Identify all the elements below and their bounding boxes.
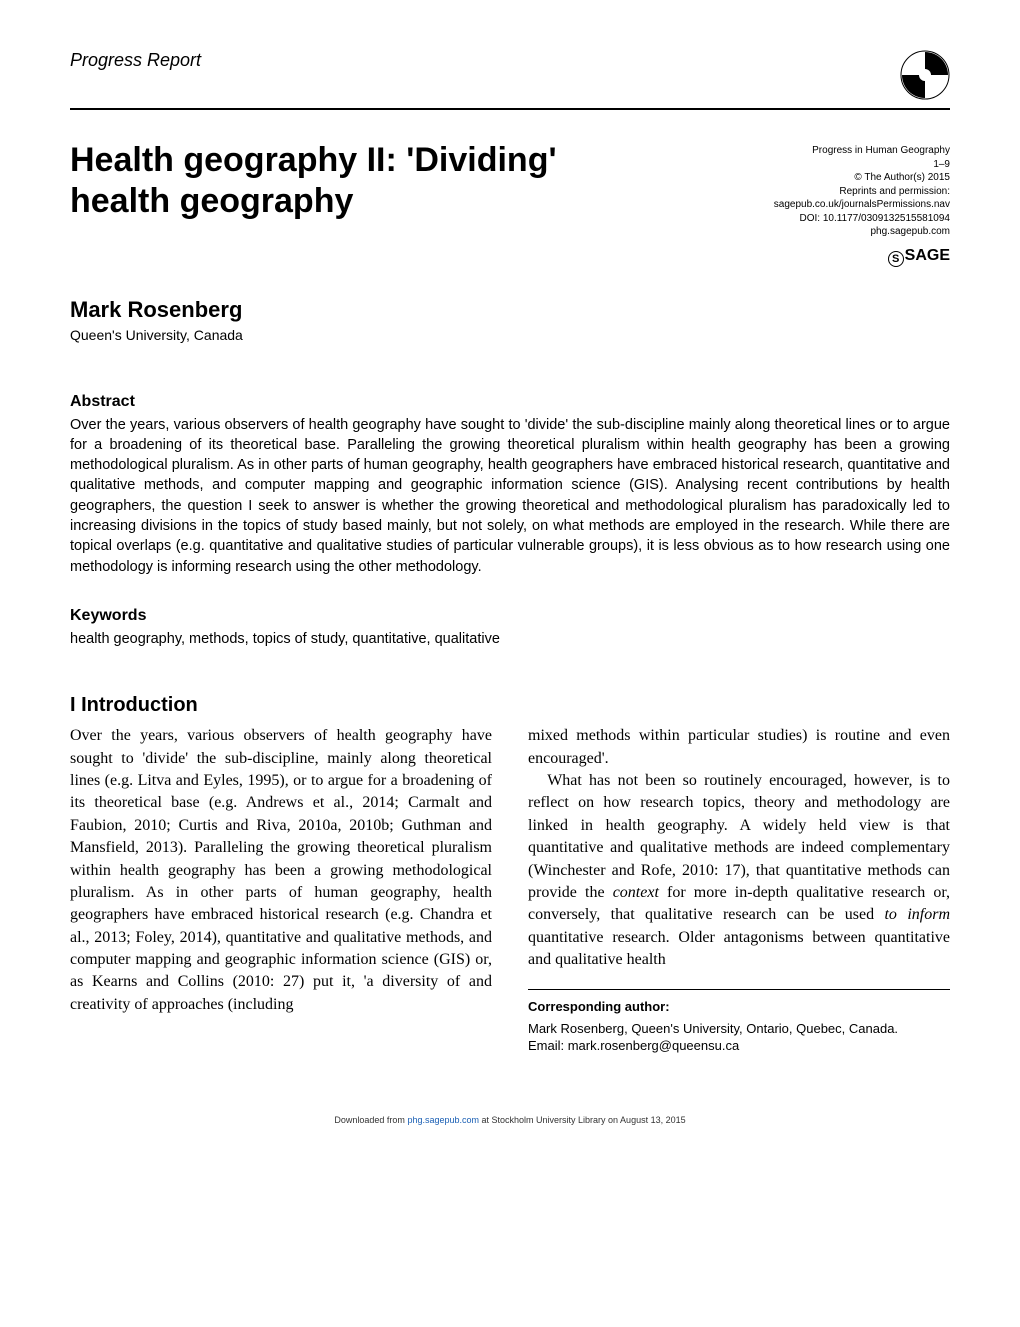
corresponding-rule bbox=[528, 989, 950, 990]
abstract-text: Over the years, various observers of hea… bbox=[70, 415, 950, 577]
publisher-logo: SSAGE bbox=[774, 245, 950, 267]
journal-name: Progress in Human Geography bbox=[774, 144, 950, 158]
intro-para-1-cont: mixed methods within particular studies)… bbox=[528, 725, 950, 770]
download-footer: Downloaded from phg.sagepub.com at Stock… bbox=[70, 1115, 950, 1125]
corresponding-heading: Corresponding author: bbox=[528, 998, 950, 1016]
section-heading-intro: I Introduction bbox=[70, 694, 950, 717]
header-bar: Progress Report bbox=[70, 50, 950, 110]
doi: DOI: 10.1177/0309132515581094 bbox=[774, 212, 950, 226]
corresponding-text: Mark Rosenberg, Queen's University, Onta… bbox=[528, 1020, 950, 1038]
article-title: Health geography II: 'Dividing' health g… bbox=[70, 140, 630, 222]
author-block: Mark Rosenberg Queen's University, Canad… bbox=[70, 297, 950, 343]
corresponding-email: Email: mark.rosenberg@queensu.ca bbox=[528, 1037, 950, 1055]
permissions-url: sagepub.co.uk/journalsPermissions.nav bbox=[774, 198, 950, 212]
emphasis-context: context bbox=[613, 884, 659, 901]
intro-p2-c: quantitative research. Older antagonisms… bbox=[528, 929, 950, 968]
body-columns: Over the years, various observers of hea… bbox=[70, 725, 950, 1055]
title-meta-row: Health geography II: 'Dividing' health g… bbox=[70, 140, 950, 267]
publisher-name: SAGE bbox=[905, 247, 950, 264]
author-affiliation: Queen's University, Canada bbox=[70, 327, 950, 343]
footer-prefix: Downloaded from bbox=[334, 1115, 407, 1125]
journal-logo-icon bbox=[900, 50, 950, 100]
abstract-block: Abstract Over the years, various observe… bbox=[70, 393, 950, 577]
intro-para-1: Over the years, various observers of hea… bbox=[70, 725, 492, 1016]
keywords-text: health geography, methods, topics of stu… bbox=[70, 629, 950, 649]
journal-site: phg.sagepub.com bbox=[774, 225, 950, 239]
reprints-label: Reprints and permission: bbox=[774, 185, 950, 199]
copyright: © The Author(s) 2015 bbox=[774, 171, 950, 185]
intro-p2-a: What has not been so routinely encourage… bbox=[528, 772, 950, 901]
column-right: mixed methods within particular studies)… bbox=[528, 725, 950, 1055]
journal-meta: Progress in Human Geography 1–9 © The Au… bbox=[774, 140, 950, 267]
footer-link[interactable]: phg.sagepub.com bbox=[407, 1115, 479, 1125]
page-range: 1–9 bbox=[774, 158, 950, 172]
intro-para-2: What has not been so routinely encourage… bbox=[528, 770, 950, 972]
footer-suffix: at Stockholm University Library on Augus… bbox=[479, 1115, 686, 1125]
author-name: Mark Rosenberg bbox=[70, 297, 950, 323]
column-left: Over the years, various observers of hea… bbox=[70, 725, 492, 1055]
abstract-heading: Abstract bbox=[70, 393, 950, 411]
emphasis-to-inform: to inform bbox=[884, 906, 950, 923]
report-type: Progress Report bbox=[70, 50, 201, 71]
keywords-block: Keywords health geography, methods, topi… bbox=[70, 607, 950, 649]
keywords-heading: Keywords bbox=[70, 607, 950, 625]
